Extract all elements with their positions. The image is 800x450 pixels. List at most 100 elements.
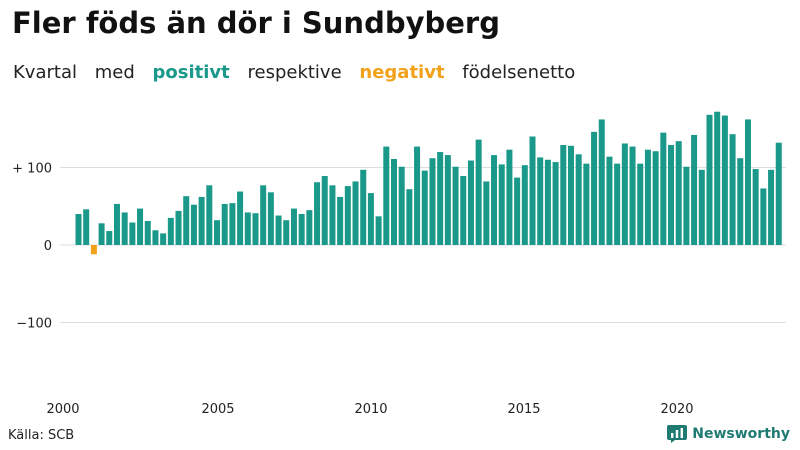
- bar-positive: [444, 155, 451, 245]
- bar-positive: [614, 163, 621, 246]
- bar-positive: [75, 214, 82, 245]
- bar-positive: [352, 181, 359, 245]
- bar-positive: [768, 169, 775, 245]
- bar-positive: [552, 162, 559, 245]
- axis-labels: + 100 0 −100 2000 2005 2010 2015 2020: [12, 162, 693, 418]
- bar-positive: [267, 192, 274, 245]
- subtitle-word-fodelsenetto: födelsenetto: [462, 62, 576, 83]
- bar-positive: [244, 212, 251, 245]
- bar-positive: [152, 230, 159, 245]
- bar-positive: [698, 169, 705, 245]
- bar-chart-logo-icon: [667, 425, 688, 443]
- bar-positive: [506, 149, 513, 246]
- bar-positive: [406, 189, 413, 245]
- bar-positive: [129, 222, 136, 246]
- bar-positive: [175, 210, 182, 245]
- bar-positive: [529, 136, 536, 245]
- bar-positive: [398, 166, 405, 245]
- bar-positive: [183, 196, 190, 246]
- bar-positive: [321, 176, 328, 245]
- chart-title: Fler föds än dör i Sundbyberg: [12, 6, 500, 40]
- bar-positive: [483, 181, 490, 245]
- bar-positive: [121, 212, 128, 245]
- bar-positive: [775, 142, 782, 245]
- bar-positive: [144, 220, 151, 245]
- bar-negative: [90, 245, 97, 255]
- bar-positive: [160, 233, 167, 246]
- bar-positive: [744, 119, 751, 245]
- bar-positive: [214, 220, 221, 245]
- bar-positive: [567, 145, 574, 245]
- bar-positive: [275, 215, 282, 245]
- bar-positive: [652, 151, 659, 245]
- bar-positive: [414, 146, 421, 245]
- bar-positive: [621, 143, 628, 245]
- bar-positive: [721, 115, 728, 245]
- bar-positive: [575, 154, 582, 245]
- bar-chart: + 100 0 −100 2000 2005 2010 2015 2020: [12, 111, 786, 418]
- newsworthy-brand[interactable]: Newsworthy: [667, 425, 790, 443]
- bar-positive: [714, 111, 721, 245]
- subtitle-word-respektive: respektive: [247, 62, 342, 83]
- bar-positive: [729, 134, 736, 246]
- bar-positive: [137, 208, 144, 245]
- bar-positive: [229, 203, 236, 245]
- bar-positive: [475, 139, 482, 245]
- bar-positive: [452, 166, 459, 245]
- y-tick-label: 0: [44, 239, 52, 254]
- bar-positive: [598, 119, 605, 245]
- bar-positive: [660, 132, 667, 246]
- bar-positive: [583, 163, 590, 246]
- bar-positive: [437, 152, 444, 245]
- x-tick-label: 2005: [201, 402, 234, 417]
- bar-positive: [252, 213, 259, 245]
- bar-positive: [367, 193, 374, 245]
- bars: [75, 111, 782, 255]
- bar-positive: [237, 191, 244, 246]
- bar-positive: [498, 164, 505, 245]
- bar-positive: [760, 188, 767, 246]
- source-note: Källa: SCB: [8, 428, 75, 443]
- bar-positive: [560, 145, 567, 245]
- bar-positive: [198, 196, 205, 245]
- bar-positive: [591, 131, 598, 245]
- bar-positive: [521, 165, 528, 246]
- bar-positive: [167, 217, 174, 246]
- bar-positive: [514, 177, 521, 245]
- bar-positive: [344, 186, 351, 245]
- subtitle-negative-label: negativt: [359, 62, 445, 83]
- bar-positive: [314, 182, 321, 245]
- y-tick-label: + 100: [12, 162, 52, 177]
- subtitle-positive-label: positivt: [152, 62, 230, 83]
- x-tick-label: 2015: [507, 402, 540, 417]
- chart-subtitle: Kvartal med positivt respektive negativt…: [13, 62, 587, 83]
- bar-positive: [298, 214, 305, 245]
- bar-positive: [83, 209, 90, 245]
- bar-positive: [98, 223, 105, 245]
- bar-positive: [537, 157, 544, 246]
- bar-positive: [637, 163, 644, 246]
- bar-positive: [113, 203, 120, 246]
- bar-positive: [606, 156, 613, 245]
- bar-positive: [375, 216, 382, 245]
- bar-positive: [467, 160, 474, 245]
- x-tick-label: 2010: [354, 402, 387, 417]
- bar-positive: [391, 158, 397, 245]
- subtitle-word-med: med: [94, 62, 135, 83]
- bar-positive: [668, 145, 675, 245]
- bar-positive: [290, 208, 297, 245]
- bar-positive: [190, 204, 197, 245]
- bar-positive: [460, 176, 467, 245]
- bar-positive: [221, 203, 228, 246]
- bar-positive: [752, 169, 759, 245]
- bar-positive: [383, 146, 390, 245]
- bar-positive: [544, 159, 551, 245]
- bar-positive: [421, 170, 428, 245]
- bar-positive: [491, 155, 498, 245]
- brand-name: Newsworthy: [692, 426, 790, 442]
- bar-positive: [337, 196, 344, 245]
- bar-positive: [706, 114, 713, 245]
- bar-positive: [683, 166, 690, 245]
- x-tick-label: 2020: [660, 402, 693, 417]
- bar-positive: [260, 185, 267, 245]
